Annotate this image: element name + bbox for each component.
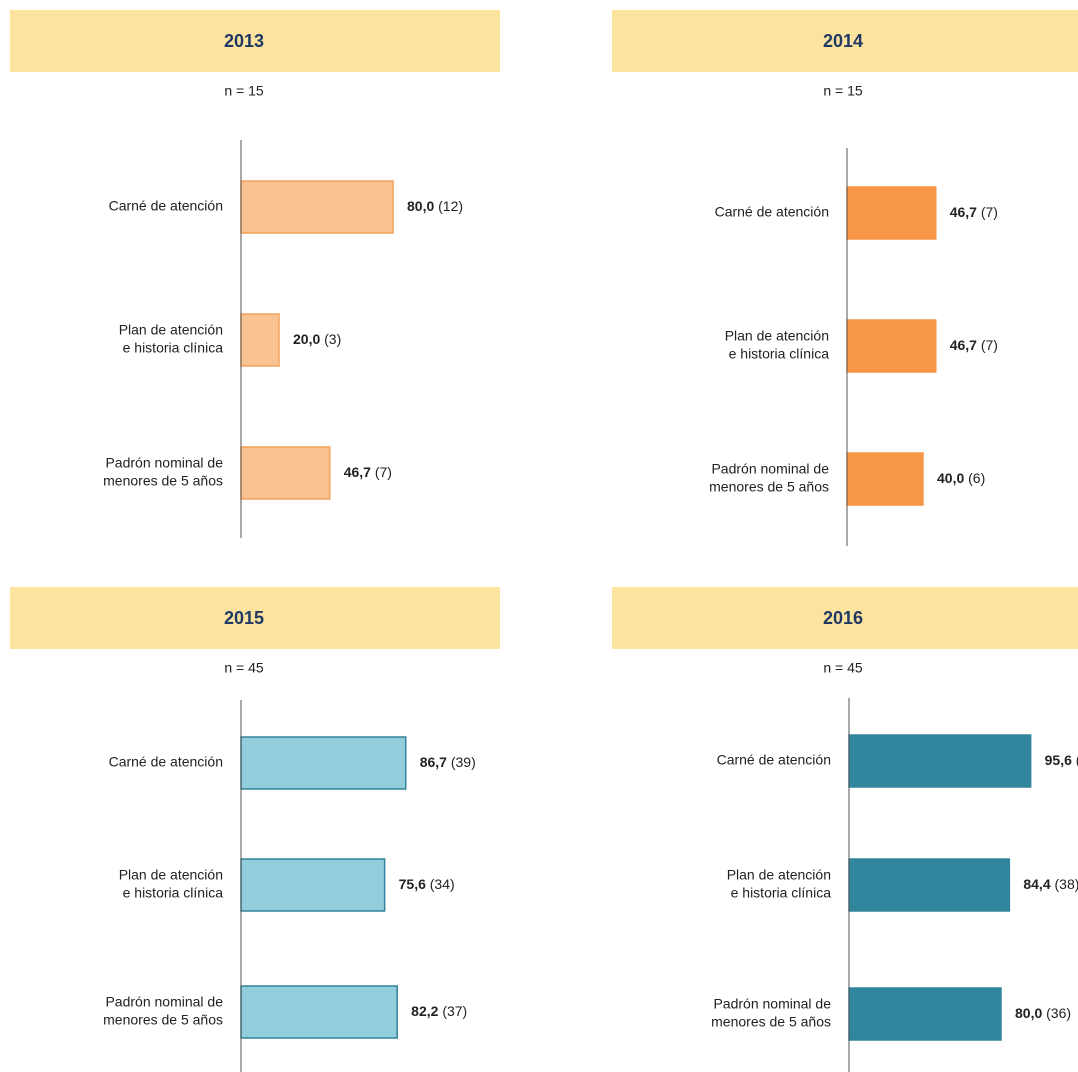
- bar: [848, 858, 1011, 912]
- bar: [848, 987, 1002, 1041]
- subtitle: n = 15: [224, 83, 264, 99]
- category-label: Carné de atención: [717, 752, 831, 768]
- bar: [846, 186, 937, 240]
- bar: [846, 452, 924, 506]
- category-label: Padrón nominal de: [105, 994, 223, 1010]
- category-label: e historia clínica: [123, 885, 224, 901]
- value-label: 46,7 (7): [950, 204, 998, 220]
- count: (43): [1076, 752, 1078, 768]
- chart-title: 2013: [224, 31, 264, 51]
- category-label: Plan de atención: [119, 867, 223, 883]
- value-label: 86,7 (39): [420, 754, 476, 770]
- value: 82,2: [411, 1003, 438, 1019]
- count: (6): [968, 470, 985, 486]
- value: 46,7: [950, 204, 977, 220]
- title-band: [10, 10, 500, 72]
- value: 40,0: [937, 470, 964, 486]
- chart-panel: 2015 n = 45 Carné de atención 86,7 (39) Plan…: [10, 587, 500, 1072]
- category-label: Padrón nominal de: [711, 461, 829, 477]
- value: 20,0: [293, 331, 320, 347]
- category-label: menores de 5 años: [709, 479, 829, 495]
- value-label: 80,0 (36): [1015, 1005, 1071, 1021]
- value-label: 84,4 (38): [1023, 876, 1078, 892]
- value: 84,4: [1023, 876, 1050, 892]
- value-label: 20,0 (3): [293, 331, 341, 347]
- value: 46,7: [950, 337, 977, 353]
- category-label: Carné de atención: [109, 754, 223, 770]
- subtitle: n = 45: [823, 660, 863, 676]
- value-label: 95,6 (43): [1045, 752, 1078, 768]
- bar: [240, 446, 331, 500]
- category-label: Plan de atención: [725, 328, 829, 344]
- chart-title: 2014: [823, 31, 863, 51]
- category-label: Plan de atención: [727, 867, 831, 883]
- category-label: menores de 5 años: [103, 1012, 223, 1028]
- count: (7): [375, 464, 392, 480]
- bar: [240, 985, 398, 1039]
- title-band: [10, 587, 500, 649]
- value: 86,7: [420, 754, 447, 770]
- count: (38): [1055, 876, 1078, 892]
- count: (3): [324, 331, 341, 347]
- category-label: Padrón nominal de: [105, 455, 223, 471]
- category-label: e historia clínica: [729, 346, 830, 362]
- count: (7): [981, 337, 998, 353]
- bar: [846, 319, 937, 373]
- category-label: e historia clínica: [731, 885, 832, 901]
- count: (34): [430, 876, 455, 892]
- chart-panel: 2013 n = 15 Carné de atención 80,0 (12) Plan…: [10, 10, 500, 538]
- count: (37): [442, 1003, 467, 1019]
- value-label: 40,0 (6): [937, 470, 985, 486]
- title-band: [612, 587, 1078, 649]
- bar: [848, 734, 1032, 788]
- bar: [240, 858, 386, 912]
- value-label: 82,2 (37): [411, 1003, 467, 1019]
- value: 80,0: [1015, 1005, 1042, 1021]
- bar: [240, 313, 280, 367]
- value-label: 46,7 (7): [344, 464, 392, 480]
- chart-panel: 2014 n = 15 Carné de atención 46,7 (7) Plan …: [612, 10, 1078, 546]
- value-label: 75,6 (34): [399, 876, 455, 892]
- category-label: Carné de atención: [109, 198, 223, 214]
- count: (39): [451, 754, 476, 770]
- chart-title: 2016: [823, 608, 863, 628]
- count: (12): [438, 198, 463, 214]
- category-label: Carné de atención: [715, 204, 829, 220]
- count: (36): [1046, 1005, 1071, 1021]
- category-label: Padrón nominal de: [713, 996, 831, 1012]
- value: 80,0: [407, 198, 434, 214]
- subtitle: n = 45: [224, 660, 264, 676]
- chart-title: 2015: [224, 608, 264, 628]
- category-label: Plan de atención: [119, 322, 223, 338]
- bar: [240, 736, 407, 790]
- value-label: 80,0 (12): [407, 198, 463, 214]
- subtitle: n = 15: [823, 83, 863, 99]
- title-band: [612, 10, 1078, 72]
- value-label: 46,7 (7): [950, 337, 998, 353]
- value: 46,7: [344, 464, 371, 480]
- bar: [240, 180, 394, 234]
- category-label: e historia clínica: [123, 340, 224, 356]
- category-label: menores de 5 años: [103, 473, 223, 489]
- category-label: menores de 5 años: [711, 1014, 831, 1030]
- count: (7): [981, 204, 998, 220]
- value: 95,6: [1045, 752, 1072, 768]
- chart-panel: 2016 n = 45 Carné de atención 95,6 (43) Plan…: [612, 587, 1078, 1072]
- value: 75,6: [399, 876, 426, 892]
